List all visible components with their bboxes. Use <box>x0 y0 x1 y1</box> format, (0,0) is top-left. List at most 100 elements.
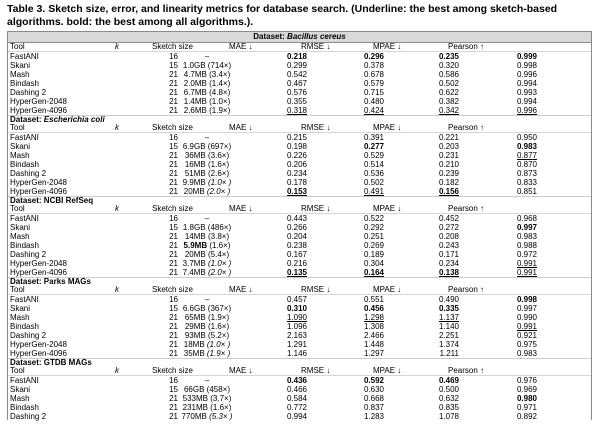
table-row: HyperGen-4096 21 2.6MB (1.9×) 0.318 0.424 0.3… <box>8 106 591 115</box>
cell-sketch-size: 20MB (2.0× ) <box>178 187 236 196</box>
cell-mpae: 0.272 <box>385 223 462 232</box>
table-row: Dashing 2 21 51MB (2.6×) 0.234 0.536 0.239 0.8… <box>8 169 591 178</box>
cell-sketch-size: 6.6GB (367×) <box>178 304 236 313</box>
cell-pearson: 0.983 <box>462 349 591 358</box>
metric-value: 0.971 <box>516 403 537 412</box>
metric-value: 0.678 <box>363 70 384 79</box>
cell-mpae: 0.239 <box>385 169 462 178</box>
cell-mpae: 0.452 <box>385 214 462 223</box>
cell-mpae: 1.211 <box>385 349 462 358</box>
dataset-label: Dataset: GTDB MAGs <box>8 358 591 367</box>
cell-sketch-size: 1.8GB (486×) <box>178 223 236 232</box>
metric-value: 0.239 <box>438 169 459 178</box>
table-row: Skani 15 6.9GB (697×) 0.198 0.277 0.203 0.983 <box>8 142 591 151</box>
metric-value: 0.391 <box>363 133 384 142</box>
cell-mpae: 1.374 <box>385 340 462 349</box>
metric-value: 0.991 <box>516 259 537 268</box>
cell-mpae: 0.156 <box>385 187 462 196</box>
cell-sketch-size: 6.7MB (4.8×) <box>178 88 236 97</box>
cell-mae: 2.163 <box>236 331 307 340</box>
sketch-size-value: 6.6GB <box>182 304 206 313</box>
column-header-row: Tool k Sketch size MAE ↓ RMSE ↓ MPAE ↓ Pearson… <box>8 124 591 133</box>
metric-value: 0.266 <box>286 223 307 232</box>
metric-value: 0.355 <box>286 97 307 106</box>
cell-k: 21 <box>169 259 178 268</box>
metric-value: 0.976 <box>516 376 537 385</box>
cell-k: 21 <box>169 340 178 349</box>
metric-value: 0.299 <box>286 61 307 70</box>
sketch-size-value: 9.9MB <box>182 178 206 187</box>
cell-sketch-size: 16MB (1.6×) <box>178 160 236 169</box>
cell-tool: Dashing 2 <box>10 169 47 178</box>
cell-mpae: 0.586 <box>385 70 462 79</box>
column-header: MAE ↓ <box>229 366 253 375</box>
table-row: Skani 15 1.8GB (486×) 0.266 0.292 0.272 0.997 <box>8 223 591 232</box>
column-header: Pearson ↑ <box>448 285 485 294</box>
sketch-size-ratio: (486×) <box>207 223 232 232</box>
cell-rmse: 0.296 <box>307 52 385 61</box>
cell-k: 21 <box>169 349 178 358</box>
table-row: Bindash 21 5.9MB (1.6×) 0.238 0.269 0.243 0.98… <box>8 241 591 250</box>
cell-pearson: 0.892 <box>462 412 591 421</box>
cell-k: 21 <box>169 232 178 241</box>
cell-sketch-size: – <box>178 295 236 304</box>
cell-mae: 0.310 <box>236 304 307 313</box>
cell-k: 21 <box>169 322 178 331</box>
metric-value: 0.837 <box>363 403 384 412</box>
sketch-size-ratio: (2.0× ) <box>206 187 231 196</box>
table-row: Mash 21 533MB (3.7×) 0.584 0.668 0.632 0.980 <box>8 394 591 403</box>
column-header: Tool <box>10 285 25 294</box>
cell-rmse: 2.466 <box>307 331 385 340</box>
cell-rmse: 0.456 <box>307 304 385 313</box>
cell-k: 15 <box>169 223 178 232</box>
metric-value: 0.182 <box>438 178 459 187</box>
cell-mae: 1.096 <box>236 322 307 331</box>
metric-value: 2.251 <box>438 331 459 340</box>
cell-pearson: 0.996 <box>462 70 591 79</box>
table-row: Bindash 21 16MB (1.6×) 0.206 0.514 0.210 0.870 <box>8 160 591 169</box>
metric-value: 0.522 <box>363 214 384 223</box>
dataset-label: Dataset: Parks MAGs <box>8 277 591 286</box>
cell-rmse: 0.592 <box>307 376 385 385</box>
metric-value: 0.310 <box>286 304 307 313</box>
cell-k: 16 <box>169 376 178 385</box>
metric-value: 0.998 <box>516 295 537 304</box>
metric-value: 0.204 <box>286 232 307 241</box>
column-header-row: Tool k Sketch size MAE ↓ RMSE ↓ MPAE ↓ Pearson… <box>8 43 591 52</box>
cell-rmse: 0.536 <box>307 169 385 178</box>
cell-mpae: 1.140 <box>385 322 462 331</box>
cell-sketch-size: 14MB (3.8×) <box>178 232 236 241</box>
sketch-size-value: – <box>204 295 210 304</box>
cell-k: 21 <box>169 313 178 322</box>
metric-value: 0.991 <box>516 322 537 331</box>
sketch-size-ratio: (3.4×) <box>209 70 231 79</box>
cell-mae: 0.576 <box>236 88 307 97</box>
cell-mpae: 0.469 <box>385 376 462 385</box>
cell-pearson: 0.975 <box>462 340 591 349</box>
metric-value: 0.378 <box>363 61 384 70</box>
metric-value: 0.466 <box>286 385 307 394</box>
cell-pearson: 0.991 <box>462 268 591 277</box>
cell-pearson: 0.969 <box>462 385 591 394</box>
cell-sketch-size: 9.9MB (1.0× ) <box>178 178 236 187</box>
cell-rmse: 0.630 <box>307 385 385 394</box>
cell-pearson: 0.976 <box>462 376 591 385</box>
metric-value: 0.234 <box>438 259 459 268</box>
sketch-size-value: 20MB <box>183 187 205 196</box>
column-header: MPAE ↓ <box>373 123 402 132</box>
cell-k: 16 <box>169 295 178 304</box>
cell-tool: Skani <box>10 223 31 232</box>
sketch-size-value: 51MB <box>184 169 206 178</box>
cell-pearson: 0.988 <box>462 241 591 250</box>
metric-value: 0.994 <box>286 412 307 421</box>
metric-value: 0.833 <box>516 178 537 187</box>
cell-mpae: 0.342 <box>385 106 462 115</box>
cell-sketch-size: 4.7MB (3.4×) <box>178 70 236 79</box>
sketch-size-value: 93MB <box>184 331 206 340</box>
cell-tool: HyperGen-4096 <box>10 268 67 277</box>
metric-value: 1.448 <box>363 340 384 349</box>
cell-rmse: 0.837 <box>307 403 385 412</box>
cell-sketch-size: 6.9GB (697×) <box>178 142 236 151</box>
cell-rmse: 0.304 <box>307 259 385 268</box>
